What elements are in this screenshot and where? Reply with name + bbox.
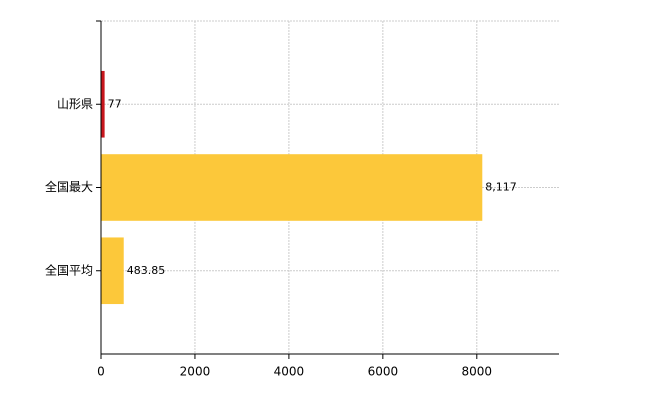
x-tick-label: 2000	[180, 365, 211, 379]
y-tick-label: 全国最大	[45, 179, 93, 194]
x-tick-label: 6000	[368, 365, 399, 379]
x-tick-label: 8000	[462, 365, 493, 379]
y-tick-label: 全国平均	[45, 262, 93, 277]
bar	[101, 154, 483, 221]
x-tick-label: 4000	[274, 365, 305, 379]
value-label: 483.85	[127, 264, 166, 277]
bar	[101, 70, 105, 138]
value-label: 77	[108, 97, 122, 110]
bar	[101, 237, 124, 305]
value-label: 8,117	[485, 181, 517, 194]
x-tick-label: 0	[97, 365, 105, 379]
y-tick-label: 山形県	[57, 97, 93, 111]
